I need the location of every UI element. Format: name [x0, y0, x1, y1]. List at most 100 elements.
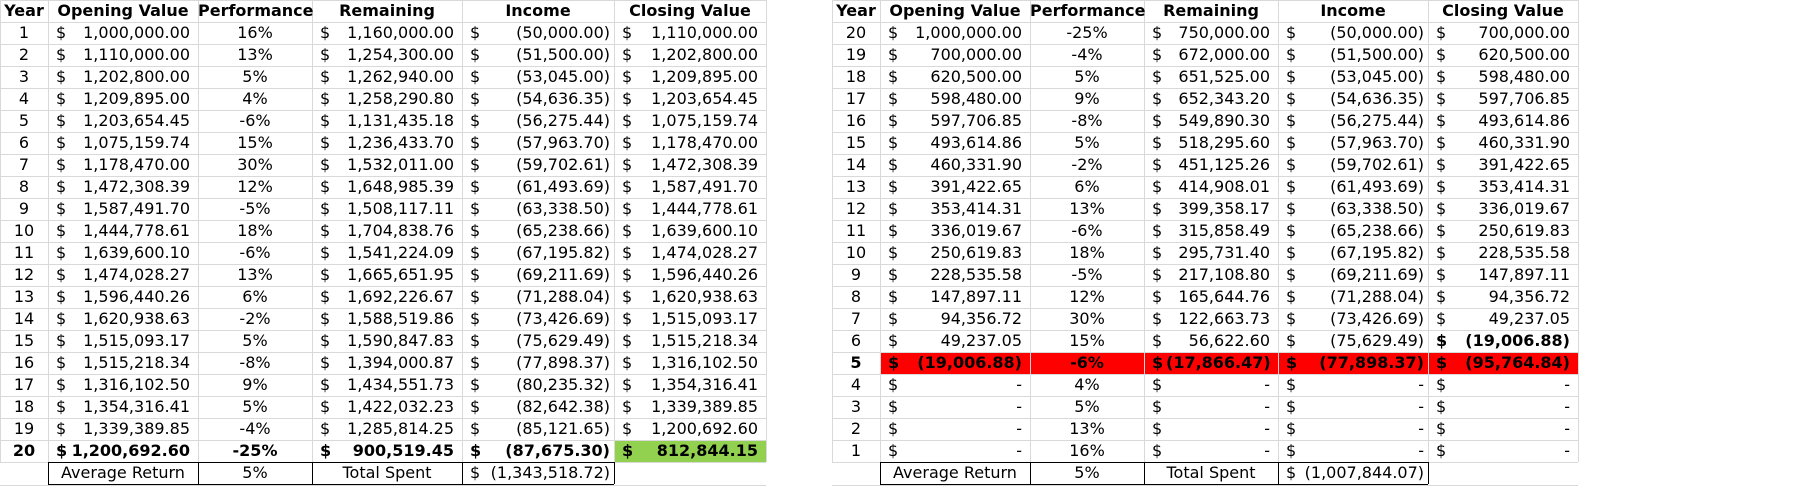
- closing-value-cell[interactable]: 94,356.72: [1488, 287, 1570, 306]
- closing-value-cell[interactable]: 700,000.00: [1478, 23, 1570, 42]
- closing-value-cell[interactable]: 598,480.00: [1478, 67, 1570, 86]
- closing-value-cell[interactable]: 460,331.90: [1478, 133, 1570, 152]
- remaining-cell[interactable]: 1,254,300.00: [347, 45, 454, 64]
- year-cell[interactable]: 11: [845, 221, 867, 240]
- performance-cell[interactable]: -4%: [1071, 45, 1103, 64]
- performance-cell[interactable]: 4%: [242, 89, 268, 108]
- remaining-cell[interactable]: 750,000.00: [1178, 23, 1270, 42]
- remaining-cell[interactable]: 1,590,847.83: [347, 331, 454, 350]
- closing-value-cell[interactable]: 147,897.11: [1478, 265, 1570, 284]
- opening-value-cell[interactable]: 1,354,316.41: [83, 397, 190, 416]
- opening-value-cell[interactable]: 49,237.05: [940, 331, 1022, 350]
- income-cell[interactable]: (77,898.37): [1319, 353, 1424, 372]
- closing-value-cell[interactable]: 1,316,102.50: [651, 353, 758, 372]
- income-cell[interactable]: (53,045.00): [516, 67, 610, 86]
- closing-value-cell[interactable]: -: [1564, 441, 1570, 460]
- performance-cell[interactable]: -8%: [1071, 111, 1103, 130]
- remaining-cell[interactable]: 1,131,435.18: [347, 111, 454, 130]
- income-cell[interactable]: (69,211.69): [516, 265, 610, 284]
- right-header-opening-value[interactable]: Opening Value: [889, 1, 1021, 20]
- year-cell[interactable]: 6: [18, 133, 30, 152]
- closing-value-cell[interactable]: 1,474,028.27: [651, 243, 758, 262]
- average-return-value[interactable]: 5%: [242, 463, 268, 482]
- closing-value-cell[interactable]: 1,620,938.63: [651, 287, 758, 306]
- income-cell[interactable]: (67,195.82): [516, 243, 610, 262]
- remaining-cell[interactable]: 1,532,011.00: [347, 155, 454, 174]
- closing-value-cell[interactable]: 1,354,316.41: [651, 375, 758, 394]
- performance-cell[interactable]: 16%: [1069, 441, 1105, 460]
- right-header-closing-value[interactable]: Closing Value: [1442, 1, 1564, 20]
- income-cell[interactable]: (71,288.04): [516, 287, 610, 306]
- opening-value-cell[interactable]: 336,019.67: [930, 221, 1022, 240]
- opening-value-cell[interactable]: 1,444,778.61: [83, 221, 190, 240]
- year-cell[interactable]: 12: [845, 199, 867, 218]
- performance-cell[interactable]: 15%: [1069, 331, 1105, 350]
- closing-value-cell[interactable]: 228,535.58: [1478, 243, 1570, 262]
- performance-cell[interactable]: 5%: [1074, 133, 1100, 152]
- average-return-label[interactable]: Average Return: [61, 463, 185, 482]
- remaining-cell[interactable]: 56,622.60: [1188, 331, 1270, 350]
- income-cell[interactable]: (65,238.66): [516, 221, 610, 240]
- remaining-cell[interactable]: -: [1264, 397, 1270, 416]
- year-cell[interactable]: 1: [850, 441, 862, 460]
- opening-value-cell[interactable]: 1,472,308.39: [83, 177, 190, 196]
- year-cell[interactable]: 2: [18, 45, 30, 64]
- performance-cell[interactable]: 13%: [237, 265, 273, 284]
- income-cell[interactable]: (59,702.61): [1330, 155, 1424, 174]
- opening-value-cell[interactable]: 1,339,389.85: [83, 419, 190, 438]
- remaining-cell[interactable]: 1,665,651.95: [347, 265, 454, 284]
- closing-value-cell[interactable]: 1,587,491.70: [651, 177, 758, 196]
- year-cell[interactable]: 5: [850, 353, 862, 372]
- average-return-label[interactable]: Average Return: [893, 463, 1017, 482]
- closing-value-cell[interactable]: 493,614.86: [1478, 111, 1570, 130]
- closing-value-cell[interactable]: (19,006.88): [1465, 331, 1570, 350]
- opening-value-cell[interactable]: 1,203,654.45: [83, 111, 190, 130]
- year-cell[interactable]: 7: [18, 155, 30, 174]
- opening-value-cell[interactable]: 700,000.00: [930, 45, 1022, 64]
- left-header-opening-value[interactable]: Opening Value: [57, 1, 189, 20]
- performance-cell[interactable]: -6%: [1070, 353, 1104, 372]
- year-cell[interactable]: 15: [845, 133, 867, 152]
- year-cell[interactable]: 15: [13, 331, 35, 350]
- remaining-cell[interactable]: 295,731.40: [1178, 243, 1270, 262]
- year-cell[interactable]: 12: [13, 265, 35, 284]
- year-cell[interactable]: 17: [13, 375, 35, 394]
- opening-value-cell[interactable]: 1,200,692.60: [71, 441, 190, 460]
- remaining-cell[interactable]: 651,525.00: [1178, 67, 1270, 86]
- right-header-income[interactable]: Income: [1320, 1, 1386, 20]
- income-cell[interactable]: (71,288.04): [1330, 287, 1424, 306]
- performance-cell[interactable]: 12%: [1069, 287, 1105, 306]
- remaining-cell[interactable]: 451,125.26: [1178, 155, 1270, 174]
- performance-cell[interactable]: 30%: [237, 155, 273, 174]
- performance-cell[interactable]: 13%: [1069, 199, 1105, 218]
- income-cell[interactable]: (54,636.35): [1330, 89, 1424, 108]
- remaining-cell[interactable]: -: [1264, 375, 1270, 394]
- closing-value-cell[interactable]: (95,764.84): [1465, 353, 1570, 372]
- closing-value-cell[interactable]: 1,209,895.00: [651, 67, 758, 86]
- remaining-cell[interactable]: 652,343.20: [1178, 89, 1270, 108]
- opening-value-cell[interactable]: 620,500.00: [930, 67, 1022, 86]
- year-cell[interactable]: 9: [850, 265, 862, 284]
- income-cell[interactable]: (75,629.49): [1330, 331, 1424, 350]
- performance-cell[interactable]: 9%: [1074, 89, 1100, 108]
- income-cell[interactable]: (53,045.00): [1330, 67, 1424, 86]
- remaining-cell[interactable]: 122,663.73: [1178, 309, 1270, 328]
- opening-value-cell[interactable]: 250,619.83: [930, 243, 1022, 262]
- year-cell[interactable]: 20: [12, 441, 36, 460]
- opening-value-cell[interactable]: 1,000,000.00: [915, 23, 1022, 42]
- remaining-cell[interactable]: 1,160,000.00: [347, 23, 454, 42]
- remaining-cell[interactable]: 1,648,985.39: [347, 177, 454, 196]
- opening-value-cell[interactable]: 1,202,800.00: [83, 67, 190, 86]
- opening-value-cell[interactable]: 1,316,102.50: [83, 375, 190, 394]
- remaining-cell[interactable]: 1,588,519.86: [347, 309, 454, 328]
- left-header-closing-value[interactable]: Closing Value: [629, 1, 751, 20]
- remaining-cell[interactable]: 1,262,940.00: [347, 67, 454, 86]
- closing-value-cell[interactable]: -: [1564, 419, 1570, 438]
- opening-value-cell[interactable]: 147,897.11: [930, 287, 1022, 306]
- remaining-cell[interactable]: 315,858.49: [1178, 221, 1270, 240]
- closing-value-cell[interactable]: -: [1564, 375, 1570, 394]
- year-cell[interactable]: 4: [850, 375, 862, 394]
- opening-value-cell[interactable]: 1,620,938.63: [83, 309, 190, 328]
- year-cell[interactable]: 18: [845, 67, 867, 86]
- opening-value-cell[interactable]: -: [1016, 419, 1022, 438]
